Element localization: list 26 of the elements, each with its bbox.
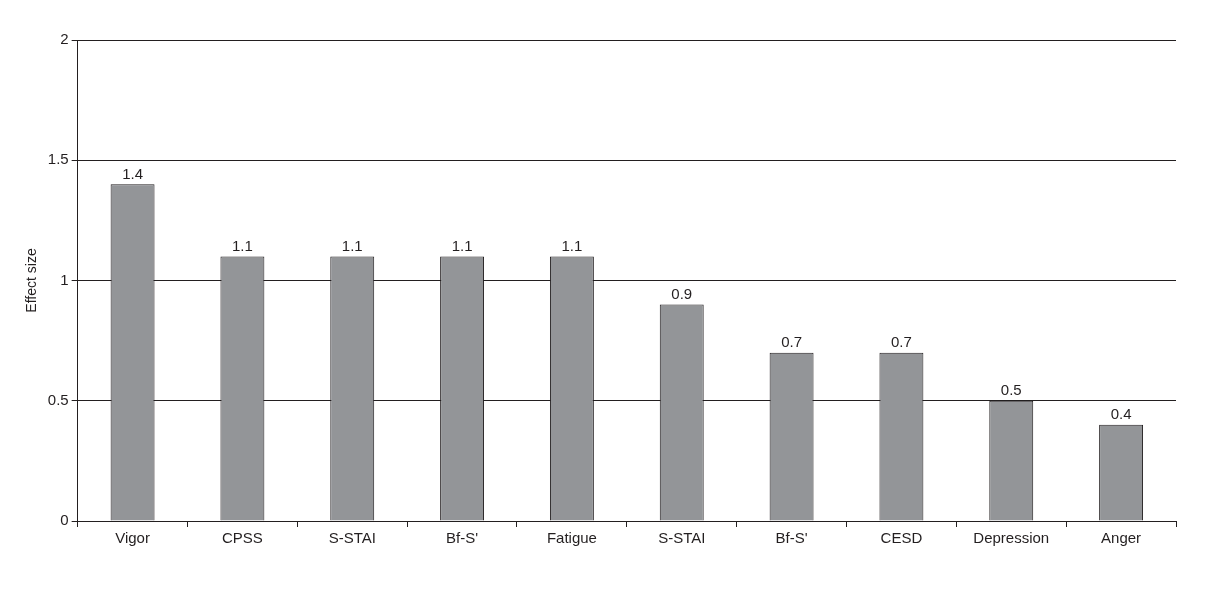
x-tick-label: CPSS — [221, 529, 263, 547]
y-tick-label: 0.5 — [47, 390, 69, 408]
data-label: 0.5 — [1000, 381, 1022, 399]
data-label: 1.1 — [341, 237, 363, 255]
data-label: 0.7 — [781, 333, 803, 351]
x-tick-label: Anger — [1101, 529, 1142, 547]
y-tick-label: 1 — [60, 270, 69, 288]
data-label: 0.9 — [671, 285, 693, 303]
x-tick-label: S-STAI — [658, 529, 706, 547]
data-label: 1.1 — [231, 237, 253, 255]
x-tick-label: Fatigue — [546, 529, 597, 547]
y-axis-title: Effect size — [23, 248, 40, 313]
x-tick-label: CESD — [880, 529, 923, 547]
x-tick-label: Bf-S' — [775, 529, 808, 547]
data-label: 0.7 — [890, 333, 912, 351]
y-tick-label: 2 — [60, 30, 69, 48]
data-label: 1.4 — [122, 164, 143, 182]
x-tick-label: Vigor — [115, 529, 150, 547]
y-tick-label: 0 — [60, 511, 69, 529]
data-label: 1.1 — [561, 237, 583, 255]
x-tick-label: S-STAI — [328, 529, 376, 547]
data-label: 1.1 — [451, 237, 473, 255]
data-label: 0.4 — [1110, 405, 1132, 423]
x-tick-label: Bf-S' — [446, 529, 479, 547]
y-tick-label: 1.5 — [47, 150, 69, 168]
x-tick-label: Depression — [973, 529, 1050, 547]
